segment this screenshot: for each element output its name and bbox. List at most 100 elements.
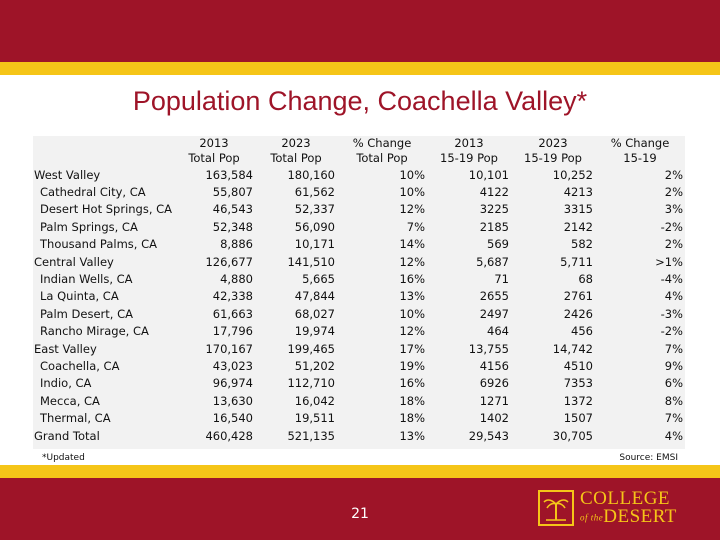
table-cell: 30,705 <box>552 428 593 443</box>
header-cell: 2013 Total Pop <box>173 136 255 166</box>
table-row: West Valley 163,584 180,160 10% 10,101 10,252… <box>33 166 685 183</box>
table-cell: 10,101 <box>468 167 509 182</box>
table-cell: 52,337 <box>294 202 335 217</box>
table-cell: 29,543 <box>468 428 509 443</box>
table-cell: 1402 <box>479 411 509 426</box>
table-cell: 56,090 <box>294 219 335 234</box>
population-table-container: 2013 Total Pop 2023 Total Pop% Change Total … <box>33 136 685 449</box>
table-cell: 3315 <box>563 202 593 217</box>
table-cell: 14% <box>399 237 425 252</box>
table-cell: 18% <box>399 393 425 408</box>
table-cell: 141,510 <box>287 254 335 269</box>
table-cell: 460,428 <box>205 428 253 443</box>
source-note: Source: EMSI <box>619 453 678 463</box>
header-line: % Change <box>352 136 412 150</box>
table-cell: 13% <box>399 428 425 443</box>
table-cell: 7% <box>664 341 683 356</box>
bottom-accent-stripe <box>0 465 720 478</box>
header-cell: 2013 15-19 Pop <box>427 136 511 166</box>
header-line: Total Pop <box>188 151 240 165</box>
table-cell: 42,338 <box>212 289 253 304</box>
table-cell: 2761 <box>563 289 593 304</box>
table-cell: 4510 <box>563 358 593 373</box>
table-cell: 2497 <box>479 306 509 321</box>
footnote: *Updated <box>42 453 85 463</box>
table-cell: 2% <box>664 167 683 182</box>
table-row: Thousand Palms, CA 8,886 10,171 14% 569 582 2% <box>33 236 685 253</box>
table-row: La Quinta, CA 42,338 47,844 13% 2655 2761 4% <box>33 288 685 305</box>
logo-text-of-the: of the <box>580 512 604 523</box>
table-cell: 126,677 <box>205 254 253 269</box>
table-cell: 569 <box>487 237 509 252</box>
city-name: La Quinta, CA <box>40 289 119 304</box>
college-logo: COLLEGE of theDESERT <box>538 488 686 528</box>
table-cell: 96,974 <box>212 376 253 391</box>
table-row: Indio, CA 96,974 112,710 16% 6926 7353 6% <box>33 375 685 392</box>
table-row: Indian Wells, CA 4,880 5,665 16% 71 68 -4% <box>33 270 685 287</box>
table-body: West Valley 163,584 180,160 10% 10,101 10,252… <box>33 166 685 444</box>
table-cell: 17,796 <box>212 324 253 339</box>
table-cell: 6926 <box>479 376 509 391</box>
table-cell: 1271 <box>479 393 509 408</box>
header-line: 2023 <box>538 136 568 150</box>
table-cell: 3% <box>664 202 683 217</box>
table-cell: 14,742 <box>552 341 593 356</box>
table-cell: 12% <box>399 202 425 217</box>
city-name: Mecca, CA <box>40 393 100 408</box>
table-cell: >1% <box>655 254 683 269</box>
table-row: Palm Desert, CA 61,663 68,027 10% 2497 2426 -3… <box>33 305 685 322</box>
table-cell: 52,348 <box>212 219 253 234</box>
header-line: 15-19 Pop <box>440 151 498 165</box>
population-table: 2013 Total Pop 2023 Total Pop% Change Total … <box>33 136 685 444</box>
table-cell: 5,711 <box>560 254 593 269</box>
header-line: 2023 <box>281 136 311 150</box>
palm-tree-icon <box>538 490 574 526</box>
table-cell: 2426 <box>563 306 593 321</box>
city-name: Thermal, CA <box>40 411 111 426</box>
table-cell: 1372 <box>563 393 593 408</box>
table-cell: 521,135 <box>287 428 335 443</box>
table-cell: 180,160 <box>287 167 335 182</box>
table-cell: 4122 <box>479 185 509 200</box>
table-cell: 13,630 <box>212 393 253 408</box>
table-cell: 16,042 <box>294 393 335 408</box>
table-row: Coachella, CA 43,023 51,202 19% 4156 4510 9% <box>33 357 685 374</box>
table-cell: 2185 <box>479 219 509 234</box>
table-row: Desert Hot Springs, CA 46,543 52,337 12% 322… <box>33 201 685 218</box>
table-row: Cathedral City, CA 55,807 61,562 10% 4122 421… <box>33 183 685 200</box>
header-cell: % Change Total Pop <box>337 136 427 166</box>
table-row: Central Valley 126,677 141,510 12% 5,687 5,71… <box>33 253 685 270</box>
table-cell: 7% <box>664 411 683 426</box>
header-line: 15-19 <box>623 151 657 165</box>
table-cell: 8,886 <box>220 237 253 252</box>
table-cell: 7% <box>406 219 425 234</box>
table-cell: 19,974 <box>294 324 335 339</box>
header-cell: 2023 Total Pop <box>255 136 337 166</box>
table-cell: 7353 <box>563 376 593 391</box>
header-cell: 2023 15-19 Pop <box>511 136 595 166</box>
city-name: Thousand Palms, CA <box>40 237 157 252</box>
table-cell: 163,584 <box>205 167 253 182</box>
city-name: Cathedral City, CA <box>40 185 146 200</box>
city-name: Rancho Mirage, CA <box>40 324 149 339</box>
table-cell: 16% <box>399 376 425 391</box>
header-line: % Change <box>610 136 670 150</box>
table-row: East Valley 170,167 199,465 17% 13,755 14,742… <box>33 340 685 357</box>
table-cell: 1507 <box>563 411 593 426</box>
table-cell: 55,807 <box>212 185 253 200</box>
header-line: Total Pop <box>270 151 322 165</box>
table-cell: 61,562 <box>294 185 335 200</box>
table-cell: 2% <box>664 237 683 252</box>
table-cell: 4% <box>664 289 683 304</box>
table-cell: 4,880 <box>220 272 253 287</box>
region-name: West Valley <box>34 167 101 182</box>
table-cell: 582 <box>571 237 593 252</box>
table-cell: 8% <box>664 393 683 408</box>
logo-text-college: COLLEGE <box>580 488 671 509</box>
table-cell: -2% <box>660 219 683 234</box>
city-name: Coachella, CA <box>40 358 120 373</box>
table-row: Thermal, CA 16,540 19,511 18% 1402 1507 7% <box>33 409 685 426</box>
top-accent-stripe <box>0 62 720 75</box>
table-cell: 112,710 <box>287 376 335 391</box>
logo-text-desert-word: DESERT <box>603 506 677 527</box>
